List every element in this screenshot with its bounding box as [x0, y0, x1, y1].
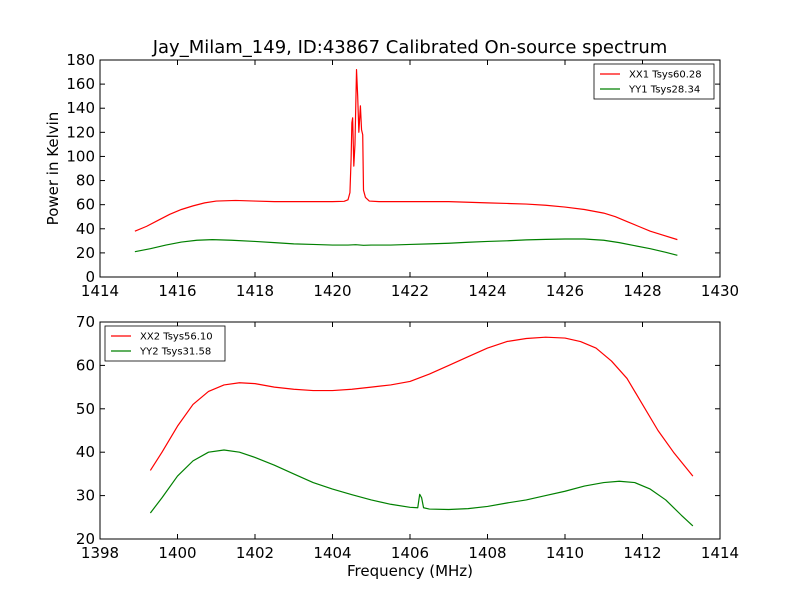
- chart-1-x-tick-label: 1414: [81, 282, 119, 300]
- chart-1-y-tick-label: 20: [76, 244, 95, 262]
- chart-2-x-tick-label: 1398: [81, 544, 119, 562]
- chart-1-y-tick-label: 180: [66, 51, 95, 69]
- chart-1-x-tick-label: 1420: [313, 282, 351, 300]
- chart-1-x-tick-label: 1418: [236, 282, 274, 300]
- chart-1-legend-box: [593, 63, 715, 100]
- chart-1-legend-label-1: XX1 Tsys60.28: [629, 70, 702, 81]
- chart-1-series-line-2: [134, 238, 678, 256]
- chart-2-y-tick-label: 60: [76, 356, 95, 374]
- chart-2-y-tick-label: 70: [76, 313, 95, 331]
- chart-2-series-line-1: [149, 336, 694, 477]
- chart-2-legend-label-1: XX2 Tsys56.10: [140, 332, 213, 343]
- chart-2-y-tick-label: 30: [76, 487, 95, 505]
- chart-1-y-tick-label: 120: [66, 123, 95, 141]
- chart-2-x-tick-label: 1408: [468, 544, 506, 562]
- chart-1-x-tick-label: 1416: [158, 282, 196, 300]
- chart-1-y-tick-label: 40: [76, 220, 95, 238]
- chart-2-x-tick-label: 1414: [701, 544, 739, 562]
- chart-title: Jay_Milam_149, ID:43867 Calibrated On-so…: [152, 37, 668, 58]
- chart-1-x-tick-label: 1426: [546, 282, 584, 300]
- chart-2-x-tick-label: 1404: [313, 544, 351, 562]
- chart-1-y-tick-label: 0: [85, 268, 95, 286]
- chart-1-y-axis-label: Power in Kelvin: [44, 112, 62, 226]
- chart-1-legend-label-2: YY1 Tsys28.34: [628, 85, 700, 96]
- chart-2-y-tick-label: 40: [76, 443, 95, 461]
- chart-1-x-tick-label: 1430: [701, 282, 739, 300]
- chart-2-x-tick-label: 1406: [391, 544, 429, 562]
- chart-1-x-tick-label: 1422: [391, 282, 429, 300]
- chart-2-y-tick-label: 50: [76, 400, 95, 418]
- chart-1-y-tick-label: 140: [66, 99, 95, 117]
- chart-1-y-tick-label: 100: [66, 147, 95, 165]
- chart-2-x-tick-label: 1402: [236, 544, 274, 562]
- chart-2-x-tick-label: 1412: [623, 544, 661, 562]
- chart-1-y-tick-label: 160: [66, 75, 95, 93]
- chart-2-series-line-2: [149, 449, 694, 527]
- chart-1-x-tick-label: 1424: [468, 282, 506, 300]
- chart-1-y-tick-label: 80: [76, 172, 95, 190]
- chart-2-legend-box: [104, 325, 226, 362]
- chart-2-x-axis-label: Frequency (MHz): [347, 562, 473, 580]
- chart-1-series-line-1: [134, 69, 678, 241]
- chart-2-x-tick-label: 1400: [158, 544, 196, 562]
- chart-2-x-tick-label: 1410: [546, 544, 584, 562]
- chart-2-legend-label-2: YY2 Tsys31.58: [139, 347, 211, 358]
- chart-2-y-tick-label: 20: [76, 530, 95, 548]
- chart-1-y-tick-label: 60: [76, 196, 95, 214]
- chart-1-x-tick-label: 1428: [623, 282, 661, 300]
